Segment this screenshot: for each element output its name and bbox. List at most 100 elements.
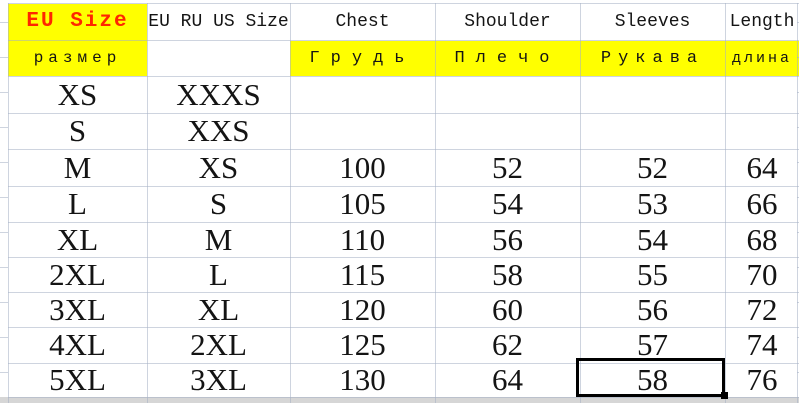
cell-eu[interactable]: XS	[57, 76, 98, 112]
cell-shoulder[interactable]: 64	[492, 363, 523, 397]
grid-line	[797, 162, 799, 163]
cell-shoulder[interactable]	[435, 113, 580, 149]
cell-sleeves[interactable]	[580, 76, 725, 113]
cell-length[interactable]	[725, 76, 799, 113]
grid-line	[797, 22, 799, 23]
column-header-plecho[interactable]: Плечо	[454, 48, 561, 68]
selected-cell-border[interactable]	[576, 358, 725, 397]
cell-intl[interactable]: XS	[198, 149, 239, 185]
grid-line	[797, 372, 799, 373]
grid-line	[797, 127, 799, 128]
cell-shoulder[interactable]	[435, 76, 580, 113]
cell-sleeves[interactable]	[580, 113, 725, 149]
cell-length[interactable]: 64	[746, 149, 778, 185]
cell-shoulder[interactable]: 62	[492, 327, 523, 362]
column-header-chest[interactable]: Chest	[335, 11, 390, 32]
grid-line	[290, 3, 291, 403]
cell-sleeves[interactable]: 52	[637, 149, 668, 185]
grid-line	[8, 363, 799, 364]
cell-intl[interactable]: L	[209, 257, 228, 292]
column-header-dlina[interactable]: длина	[731, 49, 792, 67]
cell-eu[interactable]: L	[68, 186, 87, 221]
cell-intl[interactable]: XXS	[187, 113, 250, 148]
grid-line	[725, 3, 726, 403]
cell-intl[interactable]: XL	[197, 292, 240, 327]
column-header-razmer[interactable]: размер	[33, 49, 122, 67]
cell-eu[interactable]: XL	[56, 222, 99, 257]
cell-sleeves[interactable]: 54	[637, 222, 668, 257]
grid-line	[8, 76, 799, 77]
cell-intl[interactable]: M	[204, 222, 233, 257]
cell-eu[interactable]: M	[63, 149, 92, 185]
cell-chest[interactable]: 105	[339, 186, 386, 221]
cell-sleeves selected-cell[interactable]: 58	[637, 363, 668, 397]
grid-line	[8, 186, 799, 187]
cell-intl[interactable]: S	[209, 186, 228, 221]
grid-line	[0, 372, 8, 373]
cell-shoulder[interactable]: 52	[492, 149, 523, 185]
column-header-intl-size[interactable]: EU RU US Size	[148, 11, 289, 32]
grid-line	[8, 149, 799, 150]
cell-eu[interactable]: S	[68, 113, 87, 148]
cell-length[interactable]	[725, 113, 799, 149]
grid-line	[797, 57, 799, 58]
cell-length[interactable]: 74	[746, 327, 778, 362]
grid-line	[0, 92, 8, 93]
grid-line	[0, 162, 8, 163]
grid-line	[0, 232, 8, 233]
cell-chest[interactable]: 125	[339, 327, 386, 362]
cell-chest[interactable]: 120	[339, 292, 386, 327]
grid-line	[0, 127, 8, 128]
cell-shoulder[interactable]: 58	[492, 257, 523, 292]
cell-eu[interactable]: 3XL	[49, 292, 106, 327]
grid-line	[8, 3, 799, 4]
cell-intl[interactable]: 2XL	[190, 327, 247, 362]
grid-line	[797, 197, 799, 198]
cell-sleeves[interactable]: 57	[637, 327, 668, 362]
column-header-grud[interactable]: Грудь	[309, 48, 416, 68]
cell-intl[interactable]: XXXS	[176, 76, 261, 112]
cell-shoulder[interactable]: 56	[492, 222, 523, 257]
cell-eu[interactable]: 5XL	[49, 363, 106, 397]
column-header-length[interactable]: Length	[729, 11, 795, 32]
cell-chest[interactable]: 130	[339, 363, 386, 397]
grid-line	[8, 40, 799, 41]
column-header-rukava[interactable]: Рукава	[600, 48, 705, 68]
cell-sleeves[interactable]: 56	[637, 292, 668, 327]
russian-header-highlight-band	[290, 41, 799, 76]
grid-line	[0, 197, 8, 198]
grid-line	[797, 302, 799, 303]
cell-shoulder[interactable]: 60	[492, 292, 523, 327]
grid-line	[8, 113, 799, 114]
cell-chest[interactable]: 100	[339, 149, 386, 185]
cell-eu[interactable]: 4XL	[49, 327, 106, 362]
cell-length[interactable]: 66	[746, 186, 778, 221]
column-header-eu-size[interactable]: EU Size	[26, 10, 129, 33]
cell-shoulder[interactable]: 54	[492, 186, 523, 221]
selection-fill-handle[interactable]	[721, 392, 728, 399]
cell-chest[interactable]: 110	[339, 222, 386, 257]
cell-length[interactable]: 68	[746, 222, 778, 257]
cell-length[interactable]: 76	[746, 363, 778, 397]
grid-line	[797, 267, 799, 268]
cell-chest[interactable]	[290, 76, 435, 113]
cell-length[interactable]: 72	[746, 292, 778, 327]
cell-length[interactable]: 70	[746, 257, 778, 292]
cell-sleeves[interactable]: 55	[637, 257, 668, 292]
column-header-sleeves[interactable]: Sleeves	[614, 11, 691, 32]
cell-sleeves[interactable]: 53	[637, 186, 668, 221]
grid-line	[8, 3, 9, 403]
grid-line	[797, 92, 799, 93]
grid-line	[8, 222, 799, 223]
grid-line	[8, 257, 799, 258]
cell-chest[interactable]	[290, 113, 435, 149]
grid-line	[435, 3, 436, 403]
grid-line	[797, 232, 799, 233]
cell-intl[interactable]: 3XL	[190, 363, 247, 397]
column-header-shoulder[interactable]: Shoulder	[464, 11, 551, 32]
cell-eu[interactable]: 2XL	[49, 257, 106, 292]
grid-line	[797, 337, 799, 338]
cell-chest[interactable]: 115	[339, 257, 386, 292]
grid-line	[0, 57, 8, 58]
